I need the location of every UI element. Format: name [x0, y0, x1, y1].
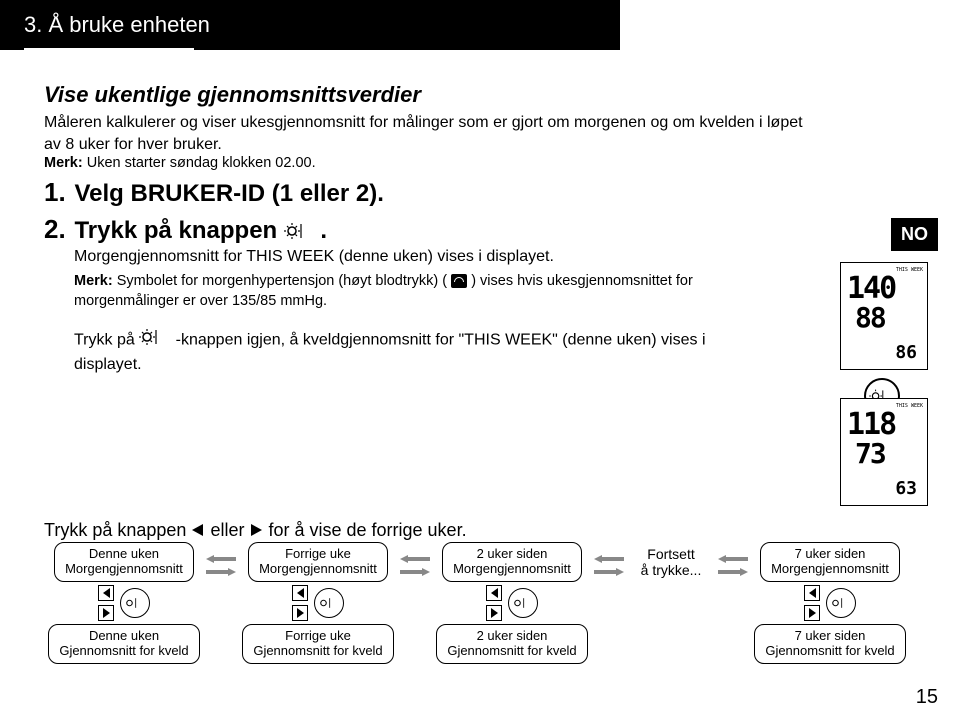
sun-moon-icon	[284, 221, 316, 246]
display-week-label: THIS WEEK	[896, 403, 923, 409]
node-line1: 7 uker siden	[765, 629, 894, 644]
node-2weeks-evening: 2 uker siden Gjennomsnitt for kveld	[436, 624, 587, 664]
node-line1: 2 uker siden	[447, 629, 576, 644]
step-2-body: Morgengjennomsnitt for THIS WEEK (denne …	[74, 246, 714, 375]
language-badge: NO	[891, 218, 938, 251]
navigation-section: Trykk på knappen eller for å vise de for…	[44, 520, 934, 664]
node-line2: Gjennomsnitt for kveld	[447, 644, 576, 659]
node-line2: Morgengjennomsnitt	[453, 562, 571, 577]
vertical-connector	[98, 582, 150, 624]
node-line2: å trykke...	[641, 562, 702, 578]
node-line1: Forrige uke	[259, 547, 377, 562]
vertical-connector	[292, 582, 344, 624]
node-line1: 2 uker siden	[453, 547, 571, 562]
display-pulse: 63	[895, 478, 917, 499]
node-line2: Gjennomsnitt for kveld	[253, 644, 382, 659]
display-evening: THIS WEEK 118 73 63	[840, 398, 928, 506]
vertical-connector	[486, 582, 538, 624]
nav-instruction: Trykk på knappen eller for å vise de for…	[44, 520, 934, 542]
nav-col-last-week: Forrige uke Morgengjennomsnitt Forrige u…	[238, 542, 398, 664]
step-2-title: Trykk på knappen	[74, 217, 283, 244]
sun-moon-icon	[508, 588, 538, 618]
node-this-week-evening: Denne uken Gjennomsnitt for kveld	[48, 624, 199, 664]
sun-moon-icon	[314, 588, 344, 618]
step-1-title: Velg BRUKER-ID (1 eller 2).	[74, 180, 383, 207]
sun-moon-icon	[120, 588, 150, 618]
section-header: 3. Å bruke enheten	[0, 0, 620, 50]
node-line2: Gjennomsnitt for kveld	[765, 644, 894, 659]
node-line1: 7 uker siden	[771, 547, 889, 562]
nav-col-this-week: Denne uken Morgengjennomsnitt Denne uken…	[44, 542, 204, 664]
subtitle: Vise ukentlige gjennomsnittsverdier	[44, 82, 936, 108]
note-label: Merk:	[44, 155, 83, 171]
node-continue: Fortsett å trykke...	[635, 542, 708, 582]
node-line2: Gjennomsnitt for kveld	[59, 644, 188, 659]
step-2-again-a: Trykk på	[74, 332, 139, 349]
nav-instr-mid: eller	[210, 520, 249, 540]
header-gap	[24, 48, 194, 70]
note-label: Merk:	[74, 273, 113, 289]
triangle-left-icon	[191, 521, 205, 542]
hypertension-icon	[451, 274, 467, 288]
page-number: 15	[916, 686, 938, 709]
node-last-week-evening: Forrige uke Gjennomsnitt for kveld	[242, 624, 393, 664]
step-1-num: 1.	[44, 177, 70, 208]
triangle-right-icon	[249, 521, 263, 542]
display-dia: 73	[855, 437, 885, 470]
step-1: 1. Velg BRUKER-ID (1 eller 2).	[44, 177, 936, 208]
step-2-note: Merk: Symbolet for morgenhypertensjon (h…	[74, 272, 714, 311]
sun-moon-icon	[826, 588, 856, 618]
step-2: 2. Trykk på knappen .	[44, 214, 936, 246]
nav-col-7weeks: 7 uker siden Morgengjennomsnitt 7 uker s…	[750, 542, 910, 664]
nav-instr-post: for å vise de forrige uker.	[268, 520, 466, 540]
nav-instr-pre: Trykk på knappen	[44, 520, 191, 540]
step-2-line1: Morgengjennomsnitt for THIS WEEK (denne …	[74, 246, 714, 268]
step-2-again: Trykk på -knappen igjen, å kveldgjennoms…	[74, 327, 714, 375]
arrow-connector	[716, 554, 750, 578]
arrow-connector	[398, 554, 432, 578]
step-2-num: 2.	[44, 214, 70, 245]
arrow-connector	[204, 554, 238, 578]
node-line2: Morgengjennomsnitt	[771, 562, 889, 577]
display-morning: THIS WEEK 140 88 86	[840, 262, 928, 370]
arrow-connector	[592, 554, 626, 578]
node-last-week-morning: Forrige uke Morgengjennomsnitt	[248, 542, 388, 582]
note-week-start: Merk: Uken starter søndag klokken 02.00.	[44, 155, 936, 171]
node-line1: Denne uken	[65, 547, 183, 562]
node-this-week-morning: Denne uken Morgengjennomsnitt	[54, 542, 194, 582]
note-text-a: Symbolet for morgenhypertensjon (høyt bl…	[113, 273, 447, 289]
node-line1: Fortsett	[641, 546, 702, 562]
node-2weeks-morning: 2 uker siden Morgengjennomsnitt	[442, 542, 582, 582]
nav-col-continue: Fortsett å trykke...	[626, 542, 716, 582]
vertical-connector	[804, 582, 856, 624]
node-7weeks-evening: 7 uker siden Gjennomsnitt for kveld	[754, 624, 905, 664]
nav-col-2weeks: 2 uker siden Morgengjennomsnitt 2 uker s…	[432, 542, 592, 664]
sun-moon-icon	[139, 327, 171, 354]
display-pulse: 86	[895, 342, 917, 363]
display-dia: 88	[855, 301, 885, 334]
node-7weeks-morning: 7 uker siden Morgengjennomsnitt	[760, 542, 900, 582]
intro-text: Måleren kalkulerer og viser ukesgjennoms…	[44, 112, 804, 155]
note-text: Uken starter søndag klokken 02.00.	[83, 155, 316, 171]
node-line2: Morgengjennomsnitt	[259, 562, 377, 577]
node-line1: Forrige uke	[253, 629, 382, 644]
node-line2: Morgengjennomsnitt	[65, 562, 183, 577]
display-week-label: THIS WEEK	[896, 267, 923, 273]
node-line1: Denne uken	[59, 629, 188, 644]
step-2-title-dot: .	[320, 217, 327, 244]
